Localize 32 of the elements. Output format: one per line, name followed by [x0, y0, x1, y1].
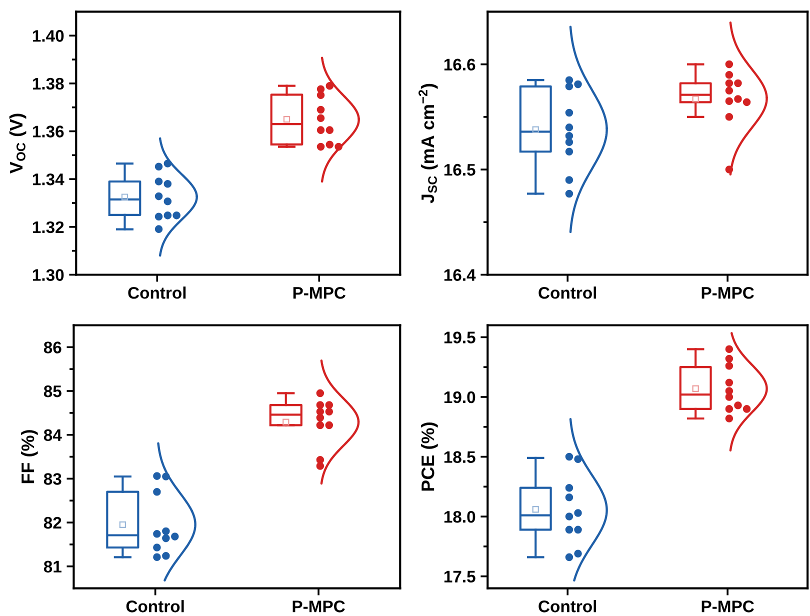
y-tick-label: 18.0: [444, 510, 476, 523]
y-axis-title: V$_{OC}$ (V): [9, 114, 26, 174]
y-tick-label: 16.4: [444, 269, 476, 281]
y-tick-label: 1.36: [32, 126, 64, 138]
y-tick-label: 86: [44, 342, 62, 354]
y-tick-label: 18.5: [444, 451, 476, 463]
y-tick-label: 82: [44, 516, 62, 529]
y-tick-label: 1.40: [32, 30, 64, 42]
y-tick-label: 84: [44, 429, 62, 442]
y-tick-label: 19.0: [444, 391, 476, 404]
y-tick-label: 1.32: [32, 221, 64, 234]
y-tick-label: 1.30: [32, 269, 64, 281]
y-tick-label: 16.5: [444, 164, 476, 176]
y-tick-label: 81: [44, 560, 62, 573]
x-tick-label: Control: [538, 286, 596, 299]
x-tick-label: P-MPC: [293, 286, 346, 299]
y-axis-title: J$_{SC}$ (mA cm$^{−2}$): [418, 84, 438, 204]
y-axis-title: PCE (%): [420, 422, 438, 491]
y-axis-title: FF (%): [20, 430, 38, 484]
y-tick-label: 1.38: [32, 78, 64, 90]
x-tick-label: P-MPC: [702, 600, 754, 612]
x-tick-label: Control: [538, 600, 596, 612]
x-tick-label: P-MPC: [292, 600, 345, 612]
y-tick-label: 17.5: [444, 570, 476, 583]
y-tick-label: 19.5: [444, 332, 476, 344]
x-tick-label: Control: [126, 600, 184, 612]
y-tick-label: 83: [44, 473, 62, 485]
y-tick-label: 1.34: [32, 173, 64, 186]
x-tick-label: P-MPC: [702, 286, 754, 299]
y-tick-label: 16.6: [444, 58, 476, 71]
x-tick-label: Control: [128, 286, 186, 299]
y-tick-label: 85: [44, 385, 62, 398]
